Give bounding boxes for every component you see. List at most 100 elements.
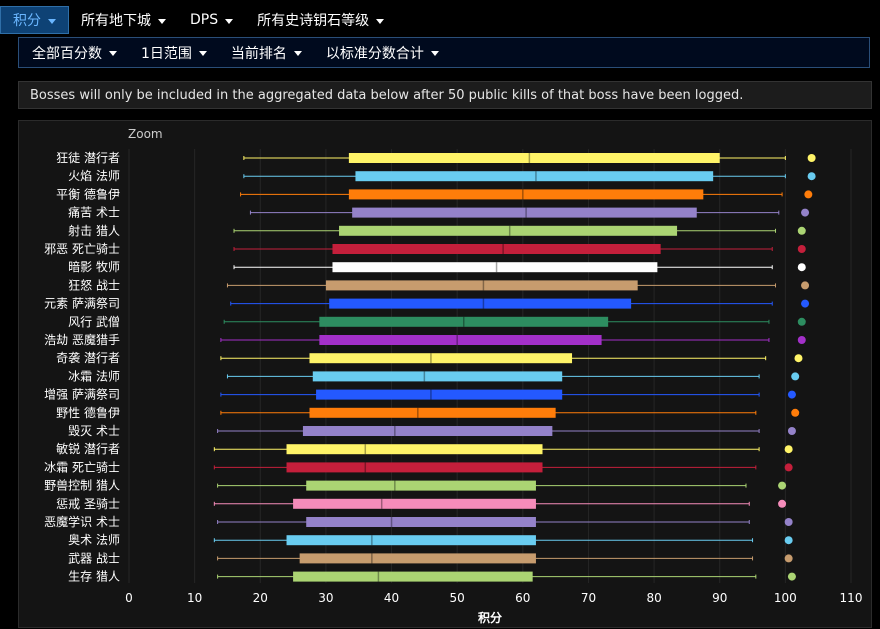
zoom-label[interactable]: Zoom [128,127,163,141]
x-tick-label: 40 [384,591,399,605]
chevron-down-icon [48,18,56,24]
category-label: 风行 武僧 [68,315,120,329]
category-label: 冰霜 死亡骑士 [44,460,120,474]
notice-banner: Bosses will only be included in the aggr… [18,81,872,109]
chevron-down-icon [430,51,439,56]
filter-label: 当前排名 [230,45,287,62]
filter-label: 全部百分数 [32,45,102,62]
category-label: 增强 萨满祭司 [44,388,120,402]
category-label: 火焰 法师 [68,168,120,183]
filter-label: 以标准分数合计 [325,45,424,62]
category-label: 浩劫 恶魔猎手 [44,332,120,347]
chevron-down-icon [109,51,117,56]
filter-label: 1日范围 [141,45,192,62]
box [306,480,536,491]
outlier-point [791,372,800,381]
outlier-point [778,481,787,490]
outlier-point [807,154,816,162]
top-nav-item-3[interactable]: 所有史诗钥石等级 [245,6,396,34]
category-label: 平衡 德鲁伊 [56,186,120,201]
box [332,262,658,273]
chart-panel: Zoom 狂徒 潜行者 火焰 法师 平衡 德鲁伊 痛苦 术士 射击 猎人 邪恶 死亡骑士 暗影… [18,120,872,628]
top-nav-items: 积分 所有地下城 DPS 所有史诗钥石等级 [0,6,396,34]
filter-dropdown-1[interactable]: 1日范围 [128,43,218,63]
top-navigation-bar: 积分 所有地下城 DPS 所有史诗钥石等级 [0,0,880,38]
category-label: 惩戒 圣骑士 [56,497,120,511]
chevron-down-icon [198,51,207,56]
outlier-point [791,408,800,417]
x-tick-label: 20 [253,591,268,605]
category-label: 暗影 牧师 [68,259,120,274]
chevron-down-icon [376,18,385,24]
category-label: 毁灭 术士 [68,423,120,438]
top-nav-label: 所有史诗钥石等级 [257,13,370,29]
top-nav-item-0[interactable]: 积分 [0,6,69,34]
box [286,535,536,546]
category-label: 生存 猎人 [68,570,120,584]
filter-bar: 全部百分数 1日范围 当前排名 以标准分数合计 [18,37,870,68]
box [286,462,543,473]
outlier-point [784,463,793,472]
box [286,444,543,455]
x-tick-label: 0 [125,591,133,605]
box [319,335,602,345]
outlier-point [801,299,810,308]
box [348,189,704,200]
outlier-point [807,172,816,181]
outlier-point [784,518,793,526]
outlier-point [787,390,796,399]
x-tick-label: 30 [318,591,333,605]
box [329,298,632,309]
category-label: 野兽控制 猎人 [44,479,120,493]
box [312,371,563,382]
chevron-down-icon [225,18,234,24]
outlier-point [797,336,806,344]
outlier-point [794,354,803,363]
top-nav-item-2[interactable]: DPS [178,6,245,34]
box [306,517,536,527]
box [302,426,553,436]
box [332,244,661,254]
filter-dropdown-0[interactable]: 全部百分数 [19,43,128,63]
outlier-point [784,536,793,545]
box [309,353,573,364]
filter-dropdown-2[interactable]: 当前排名 [218,43,313,63]
category-label: 奥术 法师 [68,533,120,547]
category-label: 狂怒 战士 [68,277,120,292]
x-tick-label: 70 [581,591,596,605]
box [316,389,563,400]
outlier-point [797,226,806,235]
x-tick-label: 80 [646,591,661,605]
category-label: 奇袭 潜行者 [56,350,120,365]
category-label: 元素 萨满祭司 [44,297,120,311]
x-tick-label: 100 [774,591,797,605]
outlier-point [797,245,806,253]
box [293,571,533,582]
category-label: 恶魔学识 术士 [44,514,120,529]
x-tick-label: 110 [840,591,863,605]
box [299,553,536,564]
filter-dropdown-3[interactable]: 以标准分数合计 [313,43,450,63]
box [325,280,638,291]
x-tick-label: 90 [712,591,727,605]
chevron-down-icon [158,18,166,24]
x-tick-label: 50 [450,591,465,605]
x-tick-label: 10 [187,591,202,605]
box [339,225,678,236]
category-label: 狂徒 潜行者 [56,151,120,165]
outlier-point [787,572,796,581]
chevron-down-icon [293,51,302,56]
category-label: 野性 德鲁伊 [56,405,120,420]
category-label: 敏锐 潜行者 [56,441,120,456]
outlier-point [784,445,793,454]
outlier-point [797,263,806,272]
box [352,207,697,218]
outlier-point [787,427,796,435]
top-nav-item-1[interactable]: 所有地下城 [69,6,178,34]
outlier-point [778,499,787,508]
box [293,498,536,509]
box [348,153,720,163]
category-label: 痛苦 术士 [68,205,120,220]
x-tick-label: 60 [515,591,530,605]
